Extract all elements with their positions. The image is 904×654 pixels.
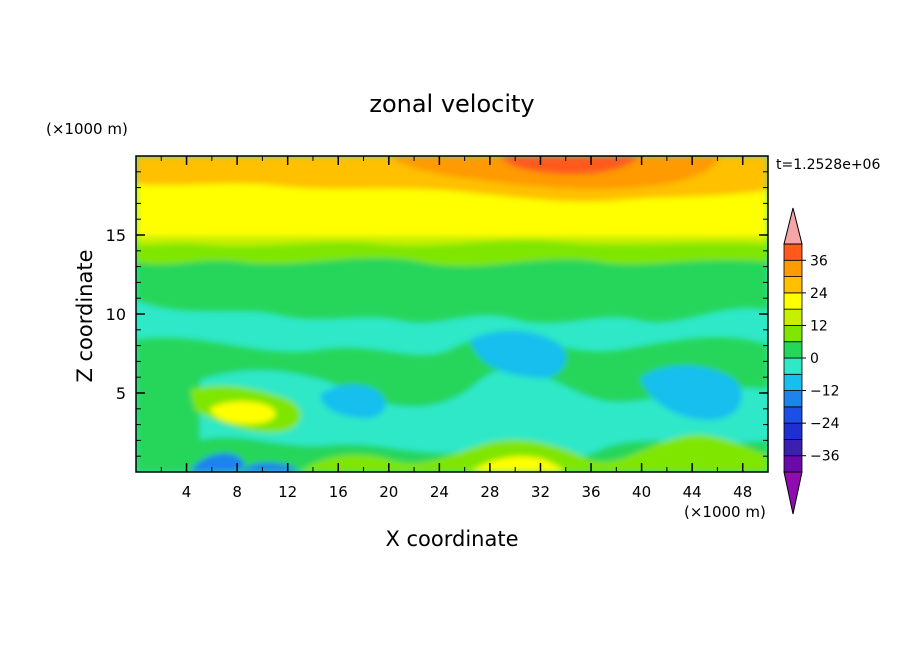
colorbar-swatch [783, 308, 803, 326]
x-tick-label: 40 [632, 483, 651, 501]
colorbar-tick-label: −12 [810, 384, 840, 400]
field-region-yellow-bottom [470, 456, 565, 472]
x-tick-label: 24 [430, 483, 449, 501]
x-tick-label: 20 [379, 483, 398, 501]
colorbar-swatch [783, 243, 803, 261]
colorbar-swatch [783, 439, 803, 457]
colorbar-swatch [783, 259, 803, 277]
colorbar-tick-label: −24 [810, 416, 840, 432]
x-tick-label: 16 [329, 483, 348, 501]
y-axis-ticks: 5 10 15 [106, 171, 768, 457]
x-tick-label: 4 [182, 483, 192, 501]
field-region-blue-bottom [240, 462, 300, 472]
x-axis-ticks: 4 8 12 16 20 24 28 32 36 40 44 48 [160, 156, 752, 501]
x-tick-label: 36 [581, 483, 600, 501]
field-region-red [500, 156, 640, 175]
x-tick-label: 8 [232, 483, 242, 501]
field-region-blue-bottom-left [190, 453, 245, 472]
x-tick-label: 32 [531, 483, 550, 501]
colorbar-swatch [783, 292, 803, 310]
x-tick-label: 44 [683, 483, 702, 501]
colorbar-over-arrow [783, 207, 803, 245]
colorbar-swatch [783, 422, 803, 440]
y-unit-label: (×1000 m) [46, 120, 128, 138]
y-tick-label: 5 [116, 384, 126, 403]
x-tick-label: 28 [480, 483, 499, 501]
colorbar-swatch [783, 406, 803, 424]
colorbar-under-arrow [783, 471, 803, 515]
colorbar-tick-label: 0 [810, 351, 819, 367]
x-tick-label: 48 [733, 483, 752, 501]
colorbar-swatch [783, 455, 803, 473]
colorbar-swatch [783, 357, 803, 375]
colorbar-swatch [783, 276, 803, 294]
y-tick-label: 10 [106, 305, 126, 324]
field-region-cyan-center [470, 330, 567, 379]
colorbar-swatch [783, 341, 803, 359]
field-region-yellow-low [210, 401, 276, 424]
colorbar-swatch [783, 390, 803, 408]
field-region-cyan-right [640, 365, 742, 420]
colorbar-tick-label: −36 [810, 449, 840, 465]
colorbar-tick-label: 36 [810, 253, 828, 269]
field-region-yellowgreen [136, 236, 768, 246]
x-axis-label: X coordinate [385, 527, 518, 551]
colorbar-tick-label: 12 [810, 318, 828, 334]
y-axis-label: Z coordinate [73, 249, 97, 382]
y-tick-label: 15 [106, 226, 126, 245]
field-region-lightgreen-bottom [300, 434, 768, 472]
field-region-cyan-left [320, 384, 386, 419]
time-label: t=1.2528e+06 [776, 157, 880, 173]
colorbar-tick-label: 24 [810, 286, 828, 302]
x-unit-label: (×1000 m) [684, 503, 766, 521]
chart-title: zonal velocity [369, 90, 534, 118]
colorbar-swatch [783, 373, 803, 391]
colorbar: 36 24 12 0 −12 −24 −36 [783, 207, 840, 515]
x-tick-label: 12 [278, 483, 297, 501]
contour-field [136, 156, 768, 472]
colorbar-swatch [783, 325, 803, 343]
